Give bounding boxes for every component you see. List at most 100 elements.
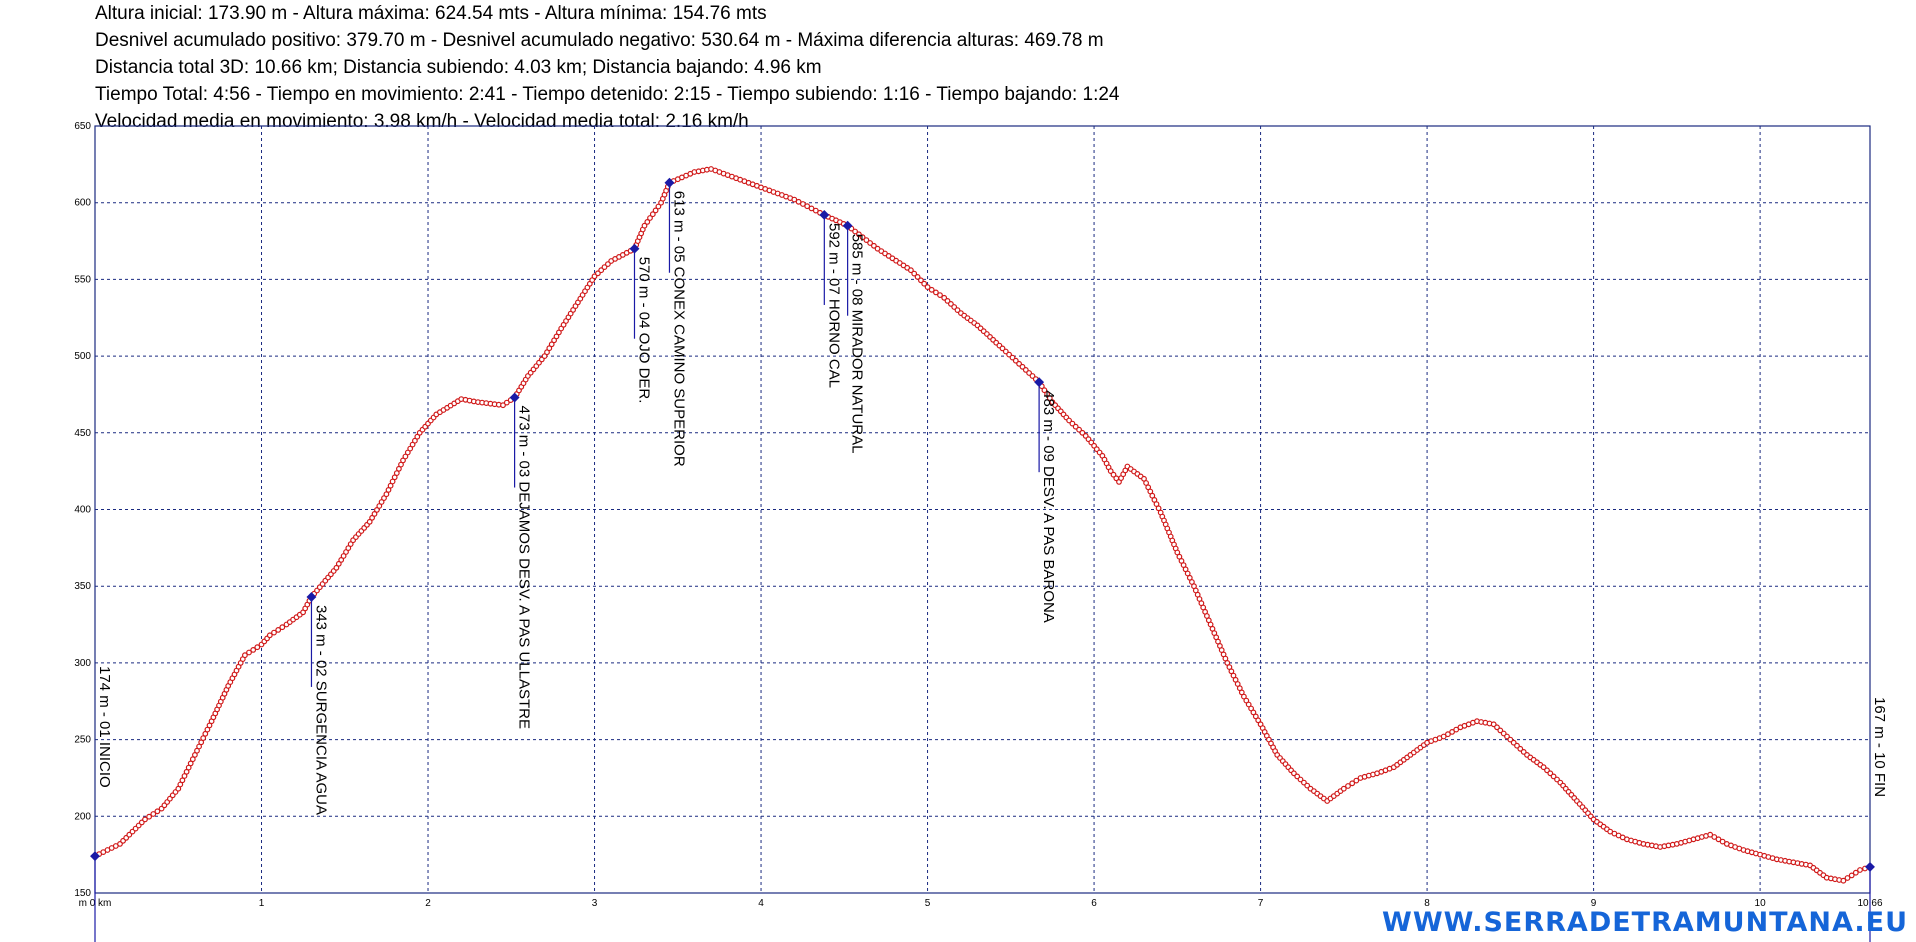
profile-point <box>856 231 862 238</box>
y-tick-label: 150 <box>74 888 91 899</box>
x-tick-label: 3 <box>592 898 598 909</box>
profile-point <box>548 341 555 348</box>
profile-point <box>655 203 662 210</box>
x-tick-label: 4 <box>758 898 764 909</box>
profile-point <box>1340 785 1347 792</box>
profile-point <box>1006 351 1012 358</box>
profile-point <box>999 345 1006 352</box>
profile-point <box>928 286 935 293</box>
profile-point <box>1840 877 1847 884</box>
profile-point <box>503 399 510 406</box>
profile-point <box>1852 869 1859 876</box>
profile-point <box>863 237 870 244</box>
profile-point <box>808 205 815 212</box>
waypoint-label: 473 m - 03 DEJAMOS DESV. A PAS ULLASTRE <box>516 406 533 729</box>
profile-point <box>1514 742 1520 749</box>
profile-point <box>241 652 248 659</box>
profile-point <box>1848 872 1855 879</box>
elevation-profile-line <box>94 167 1871 882</box>
profile-point <box>937 292 943 299</box>
profile-point <box>911 270 918 277</box>
waypoint-label: 343 m - 02 SURGENCIA AGUA <box>312 605 329 815</box>
waypoint-marker <box>629 243 640 254</box>
profile-point <box>948 301 954 307</box>
profile-point <box>345 545 352 551</box>
profile-point <box>1540 764 1547 771</box>
profile-point <box>944 298 951 304</box>
profile-point <box>1250 709 1257 716</box>
y-tick-label: 400 <box>74 505 91 516</box>
profile-point <box>412 437 418 444</box>
profile-point <box>407 445 414 452</box>
profile-point <box>804 203 811 210</box>
profile-point <box>1707 831 1714 838</box>
profile-point <box>951 304 958 310</box>
waypoint-label: 613 m - 05 CONEX CAMINO SUPERIOR <box>670 191 687 467</box>
y-tick-label: 550 <box>74 274 91 285</box>
profile-point <box>1022 367 1029 373</box>
profile-point <box>924 284 931 291</box>
profile-point <box>1294 773 1301 780</box>
profile-point <box>1444 731 1451 738</box>
profile-point <box>918 277 924 284</box>
profile-point <box>1026 370 1032 376</box>
profile-point <box>553 333 560 340</box>
x-tick-label: 10 <box>1755 898 1767 909</box>
profile-point <box>254 644 261 651</box>
profile-point <box>142 816 148 823</box>
waypoint-marker <box>664 177 675 188</box>
profile-point <box>1297 776 1304 783</box>
waypoint-marker <box>819 210 830 220</box>
profile-point <box>1349 780 1356 787</box>
profile-point <box>1029 373 1036 379</box>
profile-point <box>393 470 400 477</box>
profile-point <box>333 564 340 571</box>
y-tick-label: 650 <box>74 121 91 132</box>
profile-point <box>1240 693 1247 700</box>
profile-point <box>271 629 277 636</box>
stats-elevation-gain: Desnivel acumulado positivo: 379.70 m - … <box>95 30 1104 51</box>
profile-point <box>1110 471 1117 478</box>
y-tick-label: 600 <box>74 198 91 209</box>
profile-point <box>1107 468 1114 475</box>
stats-speed: Velocidad media en movimiento: 3.98 km/h… <box>95 111 749 132</box>
profile-point <box>1507 736 1514 743</box>
profile-point <box>1547 770 1554 777</box>
profile-point <box>1711 834 1718 840</box>
profile-point <box>279 624 286 631</box>
y-tick-label: 500 <box>74 351 91 362</box>
profile-point <box>852 228 858 235</box>
y-tick-label: 350 <box>74 581 91 592</box>
profile-point <box>644 218 651 225</box>
x-tick-label: 6 <box>1091 898 1097 909</box>
watermark: WWW.SERRADETRAMUNTANA.EU <box>1382 907 1908 938</box>
profile-point <box>1715 836 1722 843</box>
x-tick-label: 5 <box>925 898 931 909</box>
profile-point <box>605 261 611 268</box>
stats-distance: Distancia total 3D: 10.66 km; Distancia … <box>95 57 822 78</box>
profile-point <box>200 735 207 741</box>
profile-point <box>914 274 921 280</box>
track-stats: Altura inicial: 173.90 m - Altura máxima… <box>95 0 1120 135</box>
profile-point <box>1245 701 1252 708</box>
stats-time: Tiempo Total: 4:56 - Tiempo en movimient… <box>95 84 1120 105</box>
profile-point <box>1345 783 1351 789</box>
profile-point <box>1255 717 1262 724</box>
profile-point <box>154 808 161 815</box>
profile-point <box>1844 875 1851 881</box>
profile-point <box>1504 733 1510 740</box>
waypoint-label: 592 m - 07 HORNO CAL <box>825 223 842 388</box>
profile-point <box>1353 777 1360 784</box>
profile-point <box>908 267 914 274</box>
profile-point <box>1719 838 1726 845</box>
profile-point <box>366 518 373 525</box>
profile-point <box>1554 776 1560 783</box>
waypoint-marker <box>842 220 853 231</box>
profile-point <box>647 215 653 221</box>
waypoint-marker <box>90 851 100 862</box>
x-tick-label: 8 <box>1424 898 1430 909</box>
profile-point <box>1009 354 1016 361</box>
profile-point <box>1069 420 1076 427</box>
waypoint-label: 570 m - 04 OJO DER. <box>635 257 652 404</box>
profile-point <box>1304 782 1311 789</box>
